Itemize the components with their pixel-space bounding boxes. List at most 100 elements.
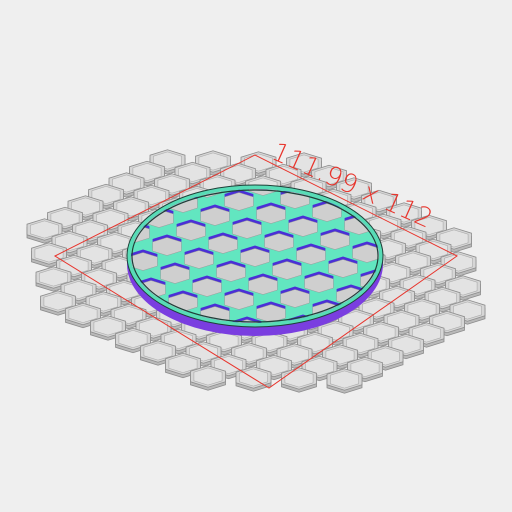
grid-tile-inner [391,336,421,354]
grid-tile-inner [64,281,93,299]
grid-tile-inner [168,355,198,373]
grid-tile-inner [43,292,73,311]
honeycomb-cell [288,218,318,237]
grid-tile-inner [448,277,478,296]
grid-tile-inner [93,317,123,336]
grid-tile-inner [432,313,462,331]
honeycomb-cell [232,220,262,239]
grid-tile-inner [34,244,64,263]
grid-tile-inner [157,175,187,194]
grid-tile-inner [423,265,453,283]
grid-tile-inner [325,346,355,365]
grid-tile-inner [339,179,369,198]
honeycomb-cell [152,237,182,256]
grid-tile-inner [269,166,298,184]
grid-tile-inner [239,368,268,387]
grid-tile-inner [444,253,473,272]
grid-tile-inner [55,233,84,251]
grid-tile-inner [314,167,344,185]
grid-tile-inner [259,357,289,375]
grid-tile-inner [387,312,416,330]
grid-tile-inner [255,333,284,351]
bounding-box-outline [53,154,458,389]
honeycomb-cell [184,250,214,269]
grid-tile-inner [453,301,482,320]
grid-tile-inner [209,332,239,350]
honeycomb-cell [264,233,294,252]
grid-tile-inner [389,204,419,223]
honeycomb-cell [160,265,190,284]
grid-tile-inner [139,318,168,337]
honeycomb-cell [131,252,158,271]
grid-tile-inner [369,216,398,234]
honeycomb-cell [224,192,254,211]
grid-tile-inner [214,356,243,374]
grid-tile-inner [300,334,330,352]
honeycomb-cell [280,289,310,308]
honeycomb-cell [312,203,342,222]
grid-tile-inner [419,241,448,259]
honeycomb-cell [240,248,270,267]
honeycomb-cell [216,263,246,282]
grid-tile-inner [244,153,273,172]
grid-tile-inner [280,345,309,364]
grid-tile-inner [412,324,441,343]
grid-tile-inner [350,359,380,377]
honeycomb-lattice [131,189,379,323]
honeycomb-cell [248,276,278,295]
grid-tile-inner [394,228,423,247]
grid-tile-inner [114,306,143,324]
grid-tile-inner [193,367,223,386]
honeycomb-cell [192,278,222,297]
honeycomb-cell [320,231,350,250]
honeycomb-cell [176,222,206,241]
grid-tile-inner [153,151,182,170]
grid-tile-inner [198,152,228,171]
grid-tile-inner [284,369,314,388]
grid-tile-inner [366,323,396,342]
grid-tile-inner [118,330,148,348]
grid-tile-inner [71,197,100,216]
grid-tile-inner [330,370,359,389]
grid-tile-inner [143,342,173,361]
honeycomb-cell [304,274,334,293]
grid-tile-inner [403,276,432,295]
grid-tile-inner [80,245,109,264]
grid-tile-inner [164,331,193,349]
grid-tile-inner [30,220,59,239]
grid-tile-inner [398,252,428,271]
grid-tile-inner [223,165,253,183]
grid-tile-inner [137,187,166,205]
honeycomb-cell [352,244,379,263]
grid-tile-inner [68,305,98,323]
honeycomb-cell [328,259,358,278]
grid-tile-inner [364,192,394,210]
grid-tile-inner [289,154,319,173]
grid-tile-inner [116,198,146,217]
grid-tile-inner [132,163,162,181]
grid-tile-inner [414,217,444,235]
honeycomb-cell [208,235,238,254]
honeycomb-cell [256,205,286,224]
grid-tile-inner [39,268,68,287]
grid-tile-inner [428,289,457,307]
honeycomb-cell [272,261,302,280]
grid-tile-inner [407,300,437,319]
grid-tile-inner [59,257,89,275]
grid-tile-inner [234,344,264,363]
honeycomb-cell [224,291,254,310]
disc-inner-rim [131,189,379,323]
grid-tile-inner [439,229,469,248]
grid-tile-inner [362,299,391,318]
grid-tile-inner [100,234,130,252]
honeycomb-cell [296,246,326,265]
grid-tile-inner [50,209,80,227]
grid-tile-inner [346,335,375,353]
honeycomb-disc-model[interactable] [97,162,414,351]
grid-tile-inner [189,343,218,362]
grid-tile-inner [371,347,400,366]
grid-tile-inner [89,293,118,312]
grid-tile-inner [178,164,207,182]
